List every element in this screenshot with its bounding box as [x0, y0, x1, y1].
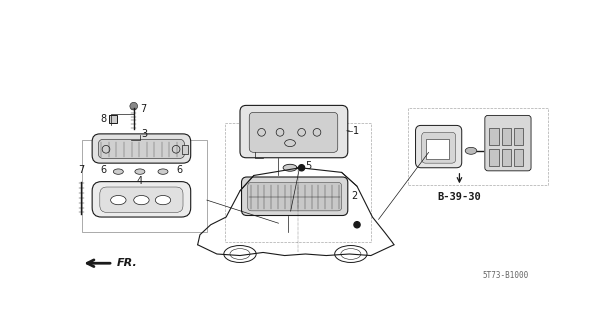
Bar — [408, 108, 548, 185]
FancyBboxPatch shape — [416, 125, 462, 168]
Bar — [182, 145, 188, 154]
FancyBboxPatch shape — [92, 182, 191, 217]
Bar — [502, 128, 511, 145]
Text: 1: 1 — [353, 126, 359, 136]
Ellipse shape — [465, 147, 476, 154]
FancyBboxPatch shape — [92, 134, 191, 163]
FancyBboxPatch shape — [100, 187, 183, 212]
Ellipse shape — [111, 196, 126, 205]
Bar — [514, 149, 523, 166]
FancyBboxPatch shape — [247, 182, 341, 211]
Text: 6: 6 — [101, 165, 107, 175]
Text: 2: 2 — [352, 191, 358, 201]
Bar — [225, 123, 371, 243]
Text: 5: 5 — [305, 161, 312, 171]
Text: 6: 6 — [177, 165, 183, 175]
Ellipse shape — [283, 164, 297, 171]
Ellipse shape — [155, 196, 171, 205]
Circle shape — [354, 222, 360, 228]
Text: FR.: FR. — [117, 258, 138, 268]
Text: 5T73-B1000: 5T73-B1000 — [483, 271, 529, 280]
Circle shape — [298, 165, 305, 171]
FancyBboxPatch shape — [249, 112, 338, 152]
Bar — [502, 149, 511, 166]
Text: 7: 7 — [140, 104, 146, 114]
Bar — [514, 128, 523, 145]
Circle shape — [130, 102, 138, 110]
FancyBboxPatch shape — [240, 105, 348, 158]
Bar — [426, 139, 449, 159]
Bar — [109, 116, 117, 123]
Bar — [82, 140, 207, 232]
Text: 4: 4 — [137, 176, 143, 186]
Bar — [489, 149, 499, 166]
Bar — [489, 128, 499, 145]
Ellipse shape — [158, 169, 168, 174]
FancyBboxPatch shape — [241, 177, 348, 215]
Ellipse shape — [114, 169, 123, 174]
Text: 3: 3 — [141, 129, 147, 139]
Text: B-39-30: B-39-30 — [438, 192, 481, 202]
Text: 8: 8 — [100, 114, 106, 124]
Ellipse shape — [134, 196, 149, 205]
Ellipse shape — [135, 169, 145, 174]
FancyBboxPatch shape — [485, 116, 531, 171]
Text: 7: 7 — [78, 165, 85, 175]
FancyBboxPatch shape — [98, 139, 185, 158]
FancyBboxPatch shape — [422, 132, 456, 163]
